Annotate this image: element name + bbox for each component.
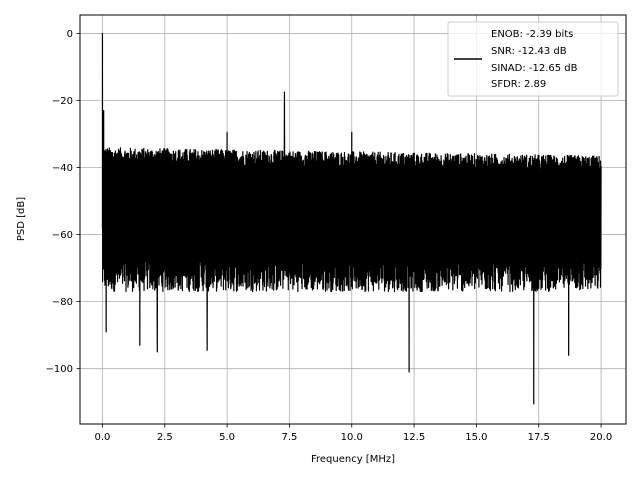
legend: ENOB: -2.39 bits SNR: -12.43 dB SINAD: -… <box>447 21 619 97</box>
y-tick-label: −60 <box>52 230 73 241</box>
x-tick-label: 7.5 <box>281 432 297 443</box>
x-tick-label: 17.5 <box>528 432 550 443</box>
x-axis: 0.0 2.5 5.0 7.5 10.0 12.5 15.0 17.5 20.0 <box>94 424 612 443</box>
x-tick-label: 12.5 <box>403 432 425 443</box>
y-axis-label: PSD [dB] <box>16 197 27 241</box>
legend-text-sfdr: SFDR: 2.89 <box>491 79 546 90</box>
x-tick-label: 20.0 <box>590 432 612 443</box>
y-tick-label: 0 <box>67 29 73 40</box>
legend-text-enob: ENOB: -2.39 bits <box>491 29 573 40</box>
y-tick-label: −20 <box>52 96 73 107</box>
legend-box <box>447 21 619 97</box>
x-axis-label: Frequency [MHz] <box>311 454 395 465</box>
legend-text-snr: SNR: -12.43 dB <box>491 46 567 57</box>
x-tick-label: 0.0 <box>94 432 110 443</box>
y-tick-label: −100 <box>46 364 73 375</box>
legend-text-sinad: SINAD: -12.65 dB <box>491 63 578 74</box>
series-psd-trace <box>101 32 602 405</box>
y-tick-label: −40 <box>52 163 73 174</box>
x-tick-label: 5.0 <box>219 432 235 443</box>
psd-line <box>101 32 602 405</box>
x-tick-label: 2.5 <box>157 432 173 443</box>
x-tick-label: 10.0 <box>341 432 363 443</box>
y-tick-label: −80 <box>52 297 73 308</box>
plot-frame <box>79 14 627 425</box>
x-tick-label: 15.0 <box>465 432 487 443</box>
y-axis: 0 −20 −40 −60 −80 −100 <box>46 29 80 375</box>
